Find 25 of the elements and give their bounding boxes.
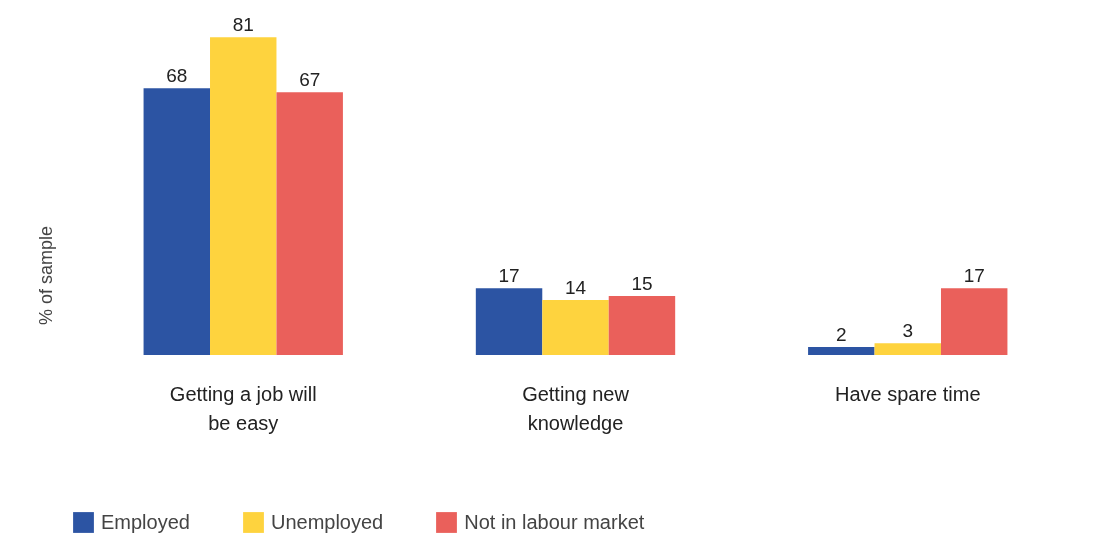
bar (940, 288, 1008, 355)
x-tick-label: Getting a job will be easy (169, 382, 317, 434)
data-label: 17 (963, 265, 985, 287)
bar (808, 347, 875, 355)
data-label: 3 (902, 320, 914, 342)
bar (874, 343, 941, 355)
y-axis-title: % of sample (35, 225, 56, 326)
bar (210, 37, 277, 355)
bar (276, 92, 343, 355)
data-label: 15 (631, 273, 653, 295)
x-tick-label: Getting new knowledge (522, 382, 630, 434)
bar (608, 296, 676, 355)
data-label: 68 (166, 65, 188, 87)
bar (143, 88, 211, 355)
legend-label: Not in labour market (464, 510, 645, 534)
bar (475, 288, 543, 355)
data-label: 17 (498, 265, 520, 287)
x-tick-label: Have spare time (834, 382, 981, 405)
data-label: 81 (232, 14, 254, 36)
legend-label: Employed (101, 510, 190, 534)
data-label: 67 (299, 69, 321, 91)
data-label: 2 (836, 324, 847, 346)
data-label: 14 (564, 277, 587, 299)
legend-label: Unemployed (270, 510, 384, 534)
bar (542, 300, 609, 355)
